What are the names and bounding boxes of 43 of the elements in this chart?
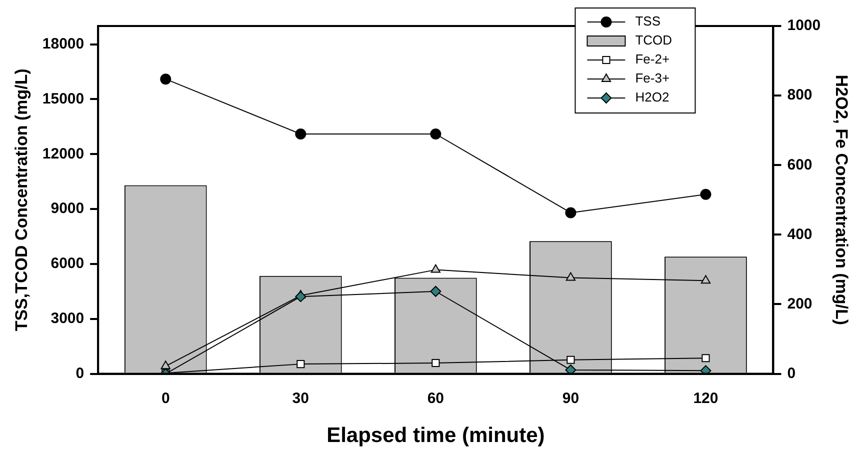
y2-tick-label: 600: [787, 156, 812, 174]
legend-label: Fe-2+: [635, 52, 670, 67]
x-tick-label: 30: [292, 390, 309, 407]
point: [295, 128, 306, 140]
y-axis-title: TSS,TCOD Concentration (mg/L): [12, 68, 31, 332]
point: [700, 188, 712, 200]
y2-tick-label: 400: [787, 226, 812, 243]
point: [160, 360, 170, 370]
y-tick-label: 15000: [42, 90, 84, 108]
x-tick-label: 120: [693, 390, 718, 407]
point: [430, 264, 440, 273]
legend-label: TSS: [635, 14, 661, 29]
point: [700, 275, 711, 284]
y-tick-label: 6000: [50, 255, 84, 272]
y-tick-label: 9000: [50, 200, 84, 218]
y-tick-label: 12000: [42, 145, 84, 162]
y2-tick-label: 800: [787, 86, 812, 104]
y-tick-label: 0: [76, 364, 84, 382]
y2-axis-title: H2O2, Fe Concentration (mg/L): [832, 74, 852, 326]
point: [296, 360, 305, 368]
point: [702, 354, 710, 362]
point: [566, 272, 576, 281]
x-tick-label: 60: [427, 390, 444, 407]
point: [432, 358, 440, 368]
point: [160, 74, 172, 85]
y2-tick-label: 200: [787, 295, 812, 312]
point: [430, 128, 442, 140]
point: [565, 207, 576, 218]
y2-tick-label: 0: [787, 364, 796, 382]
x-axis-title: Elapsed time (minute): [326, 424, 545, 448]
x-tick-label: 90: [562, 390, 580, 407]
y2-tick-label: 1000: [787, 17, 821, 34]
legend-label: Fe-3+: [635, 70, 670, 86]
point: [566, 356, 575, 364]
point: [700, 365, 712, 374]
point: [295, 291, 306, 302]
legend-label: H2O2: [635, 90, 670, 105]
point: [430, 286, 442, 297]
y-tick-label: 3000: [50, 310, 84, 328]
x-tick-label: 0: [161, 390, 170, 407]
y-tick-label: 18000: [42, 35, 84, 52]
point: [565, 364, 576, 374]
legend-label: TCOD: [635, 32, 672, 48]
